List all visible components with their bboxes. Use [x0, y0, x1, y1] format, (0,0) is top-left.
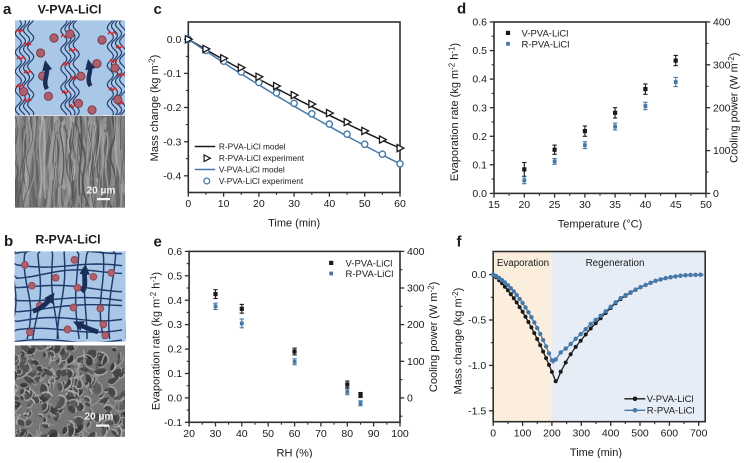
svg-text:R-PVA-LiCl model: R-PVA-LiCl model	[219, 141, 286, 151]
svg-text:0.1: 0.1	[472, 159, 487, 171]
svg-text:0.6: 0.6	[472, 17, 487, 29]
svg-text:30: 30	[288, 198, 300, 210]
svg-text:60: 60	[289, 428, 301, 440]
svg-text:0.1: 0.1	[167, 368, 182, 380]
svg-text:a: a	[3, 1, 12, 18]
svg-text:30: 30	[579, 199, 591, 211]
svg-text:0: 0	[490, 427, 496, 439]
svg-text:100: 100	[514, 427, 532, 439]
svg-text:-0.4: -0.4	[163, 170, 181, 182]
svg-text:Mass change (kg m-2): Mass change (kg m-2)	[451, 288, 465, 395]
svg-text:Evaporation: Evaporation	[497, 258, 549, 269]
svg-text:R-PVA-LiCl: R-PVA-LiCl	[35, 233, 100, 247]
svg-text:500: 500	[631, 427, 649, 439]
svg-text:0.2: 0.2	[167, 344, 182, 356]
svg-text:25: 25	[549, 199, 561, 211]
svg-text:600: 600	[661, 427, 679, 439]
svg-text:0.0: 0.0	[472, 269, 487, 281]
svg-text:40: 40	[236, 428, 248, 440]
svg-text:-0.3: -0.3	[163, 136, 181, 148]
svg-text:0.6: 0.6	[167, 246, 182, 258]
svg-text:90: 90	[368, 428, 380, 440]
svg-text:20: 20	[253, 198, 265, 210]
svg-text:30: 30	[210, 428, 222, 440]
svg-text:45: 45	[670, 199, 682, 211]
svg-text:V-PVA-LiCl model: V-PVA-LiCl model	[219, 164, 285, 174]
svg-text:Temperature (°C): Temperature (°C)	[558, 219, 642, 231]
svg-text:0.0: 0.0	[472, 188, 487, 200]
svg-text:70: 70	[315, 428, 327, 440]
svg-text:50: 50	[359, 198, 371, 210]
svg-text:-0.1: -0.1	[164, 417, 182, 429]
svg-text:0.0: 0.0	[167, 392, 182, 404]
svg-text:R-PVA-LiCl: R-PVA-LiCl	[647, 406, 695, 417]
svg-text:Cooling power (W m-2): Cooling power (W m-2)	[727, 53, 741, 163]
svg-text:-0.5: -0.5	[468, 315, 486, 327]
svg-text:0.3: 0.3	[167, 319, 182, 331]
svg-text:Mass change (kg m-2): Mass change (kg m-2)	[147, 55, 161, 162]
svg-text:Evaporation rate (kg m-2 h-1): Evaporation rate (kg m-2 h-1)	[447, 43, 461, 181]
svg-text:Cooling power (W m-2): Cooling power (W m-2)	[426, 282, 440, 392]
svg-text:V-PVA-LiCl: V-PVA-LiCl	[38, 3, 102, 17]
svg-text:R-PVA-LiCl: R-PVA-LiCl	[346, 269, 394, 280]
svg-text:200: 200	[407, 319, 425, 331]
svg-text:R-PVA-LiCl experiment: R-PVA-LiCl experiment	[219, 153, 305, 163]
svg-text:60: 60	[394, 198, 406, 210]
svg-text:20: 20	[183, 428, 195, 440]
svg-text:40: 40	[640, 199, 652, 211]
svg-text:20: 20	[518, 199, 530, 211]
svg-text:f: f	[457, 234, 463, 251]
svg-text:10: 10	[218, 198, 230, 210]
svg-text:80: 80	[341, 428, 353, 440]
svg-text:e: e	[154, 234, 162, 251]
svg-text:300: 300	[573, 427, 591, 439]
svg-text:d: d	[457, 1, 466, 18]
svg-text:50: 50	[700, 199, 712, 211]
svg-text:50: 50	[262, 428, 274, 440]
svg-text:100: 100	[407, 356, 425, 368]
svg-text:400: 400	[602, 427, 620, 439]
svg-text:-1.0: -1.0	[468, 360, 486, 372]
svg-text:0.3: 0.3	[472, 102, 487, 114]
svg-text:0.4: 0.4	[167, 295, 182, 307]
svg-text:0.0: 0.0	[167, 34, 182, 46]
svg-text:35: 35	[609, 199, 621, 211]
svg-text:40: 40	[324, 198, 336, 210]
svg-text:20 μm: 20 μm	[87, 186, 116, 197]
svg-text:RH (%): RH (%)	[277, 447, 313, 458]
svg-text:20 μm: 20 μm	[85, 412, 114, 423]
svg-text:0: 0	[185, 198, 191, 210]
svg-text:200: 200	[713, 102, 731, 114]
svg-text:V-PVA-LiCl experiment: V-PVA-LiCl experiment	[219, 176, 304, 186]
svg-text:700: 700	[690, 427, 708, 439]
svg-text:0.5: 0.5	[167, 270, 182, 282]
svg-text:Time (min): Time (min)	[570, 447, 622, 458]
svg-text:c: c	[154, 1, 162, 18]
svg-text:400: 400	[713, 17, 731, 29]
svg-text:0.2: 0.2	[472, 131, 487, 143]
svg-text:0.4: 0.4	[472, 74, 487, 86]
svg-text:400: 400	[407, 246, 425, 258]
svg-text:200: 200	[543, 427, 561, 439]
svg-text:100: 100	[713, 145, 731, 157]
svg-text:b: b	[4, 233, 13, 250]
svg-text:-0.1: -0.1	[163, 68, 181, 80]
svg-text:R-PVA-LiCl: R-PVA-LiCl	[522, 39, 570, 50]
svg-text:0: 0	[713, 188, 719, 200]
svg-text:V-PVA-LiCl: V-PVA-LiCl	[647, 394, 694, 405]
svg-text:-1.5: -1.5	[468, 405, 486, 417]
svg-text:0: 0	[407, 392, 413, 404]
svg-text:0.5: 0.5	[472, 45, 487, 57]
svg-text:300: 300	[407, 283, 425, 295]
svg-text:Time (min): Time (min)	[268, 218, 320, 230]
svg-text:Evaporation rate (kg m-2 h-1): Evaporation rate (kg m-2 h-1)	[149, 272, 163, 410]
svg-text:-0.2: -0.2	[163, 102, 181, 114]
svg-text:Regeneration: Regeneration	[586, 258, 645, 269]
svg-text:V-PVA-LiCl: V-PVA-LiCl	[346, 258, 393, 269]
svg-text:100: 100	[391, 428, 409, 440]
svg-text:15: 15	[488, 199, 500, 211]
svg-text:V-PVA-LiCl: V-PVA-LiCl	[522, 29, 569, 40]
svg-text:300: 300	[713, 59, 731, 71]
